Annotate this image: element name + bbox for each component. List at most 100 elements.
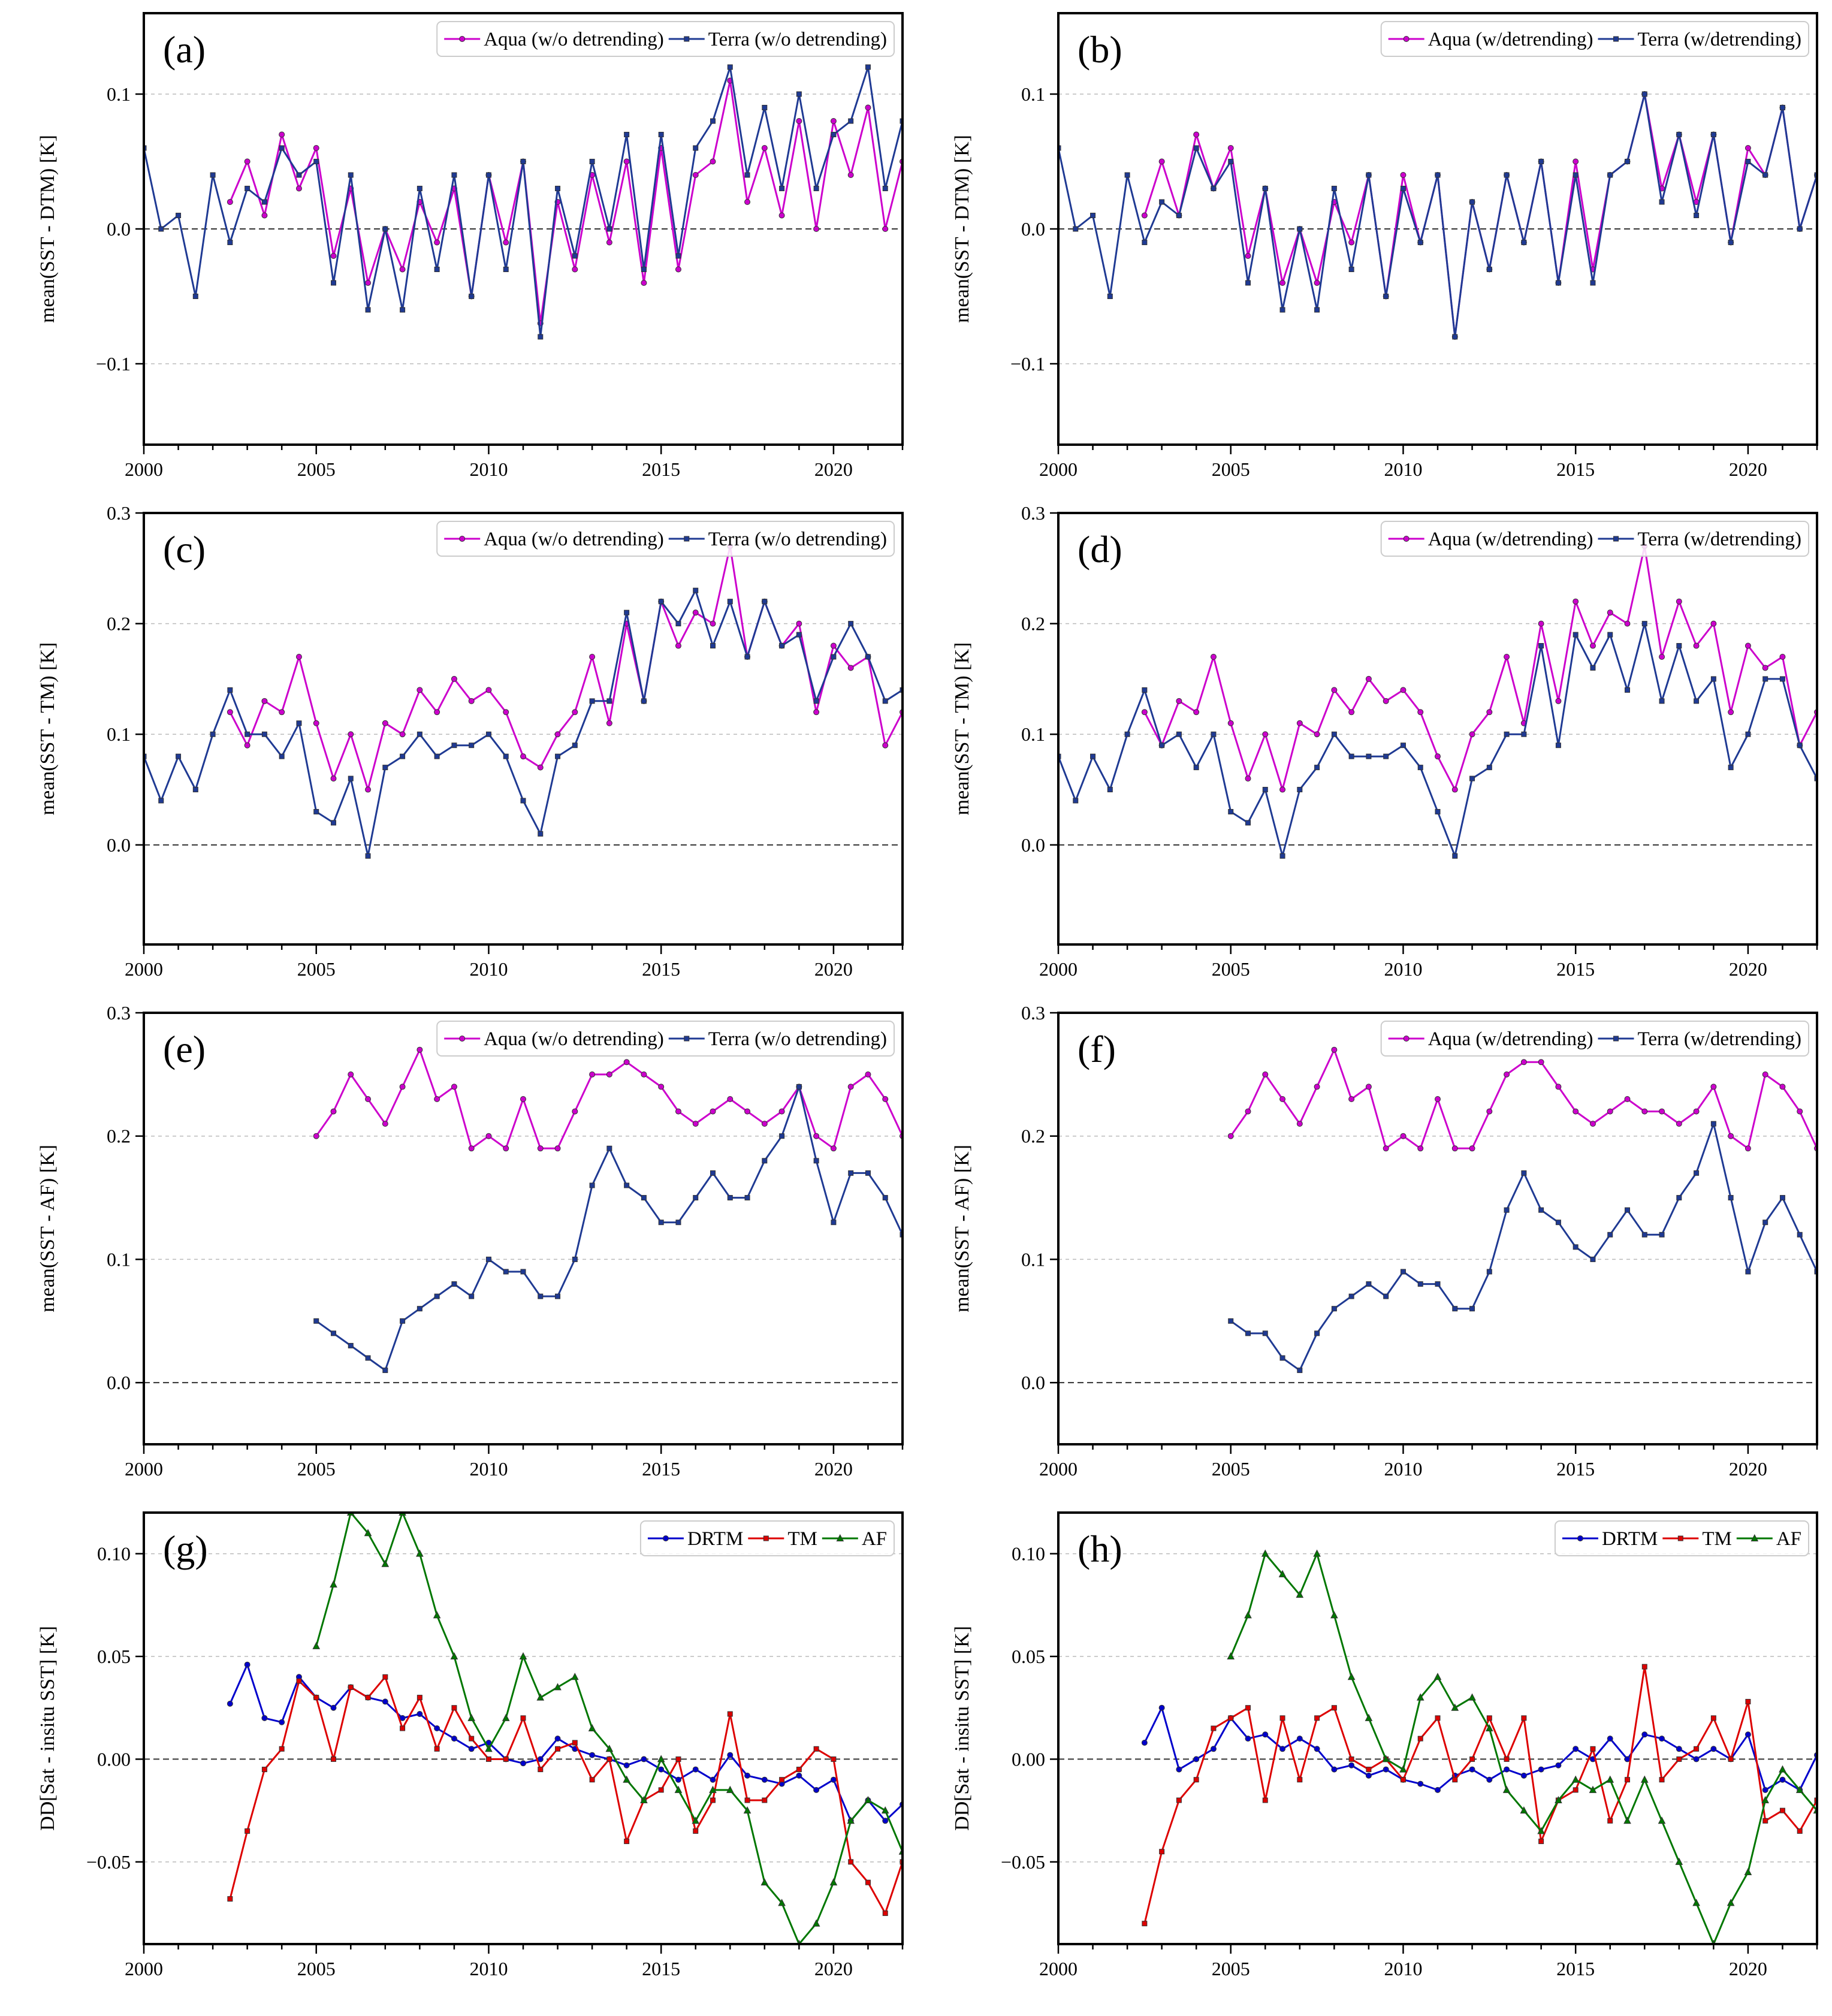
data-point (451, 675, 457, 682)
data-point (1779, 1807, 1785, 1813)
data-point (520, 1269, 526, 1275)
data-point (519, 1652, 527, 1659)
data-point (279, 131, 285, 138)
data-point (469, 294, 475, 299)
data-point (1314, 1084, 1320, 1090)
data-point (882, 1195, 888, 1201)
data-point (451, 1736, 457, 1742)
data-point (1211, 731, 1217, 737)
data-point (1728, 1756, 1734, 1762)
data-point (348, 1071, 354, 1078)
data-point (503, 709, 509, 716)
data-point (796, 1772, 802, 1779)
data-point (1278, 1570, 1287, 1577)
data-point (1779, 1195, 1785, 1201)
data-point (381, 1559, 390, 1567)
chart-panel-d: 0.0 0.1 0.2 0.3 2000 2005 2010 2015 2020 (d) mean(… (951, 502, 1818, 980)
data-point (365, 786, 372, 793)
legend-label: Aqua (w/o detrending) (484, 29, 664, 50)
data-point (1659, 1232, 1665, 1238)
data-point (1745, 145, 1751, 151)
data-point (727, 1752, 734, 1758)
data-point (210, 172, 216, 178)
series-af (1227, 1549, 1817, 1944)
data-point (1313, 1549, 1321, 1557)
legend-marker (459, 536, 466, 542)
y-tick-label: 0.2 (107, 1125, 131, 1147)
data-point (1795, 1785, 1804, 1793)
data-point (710, 643, 716, 649)
data-point (538, 1293, 544, 1299)
data-point (416, 1711, 423, 1717)
data-point (606, 239, 612, 246)
data-point (1745, 159, 1751, 164)
data-point (624, 132, 630, 137)
data-point (555, 753, 561, 759)
data-point (520, 753, 526, 760)
x-tick-label: 2010 (1384, 1958, 1422, 1979)
data-point (1694, 213, 1700, 218)
data-point (1590, 1256, 1596, 1262)
data-point (400, 753, 406, 759)
data-point (1710, 620, 1717, 627)
legend-marker (662, 1535, 669, 1541)
legend-marker (1403, 536, 1410, 542)
y-tick-label: 0.0 (1021, 1372, 1045, 1393)
y-tick-label: 0.3 (1021, 502, 1045, 524)
data-point (1417, 765, 1423, 771)
data-point (313, 159, 319, 164)
series-drtm (1141, 1704, 1817, 1793)
data-point (1366, 1281, 1372, 1287)
data-point (1141, 1740, 1148, 1746)
y-axis-label: mean(SST - AF) [K] (951, 1145, 973, 1312)
data-point (693, 587, 699, 593)
data-point (710, 158, 716, 165)
data-point (865, 64, 871, 70)
data-point (847, 172, 854, 178)
data-point (675, 253, 681, 259)
data-point (829, 1878, 838, 1886)
data-point (1538, 1207, 1544, 1213)
data-point (313, 1695, 319, 1701)
data-point (1296, 1121, 1303, 1127)
data-point (882, 742, 889, 749)
data-point (1296, 1591, 1304, 1598)
data-point (520, 1760, 526, 1767)
data-point (1624, 1096, 1631, 1102)
data-point (1624, 620, 1631, 627)
data-point (554, 1736, 561, 1742)
data-point (726, 1785, 734, 1793)
data-point (1107, 787, 1113, 793)
data-point (881, 1806, 889, 1814)
data-point (416, 1306, 422, 1312)
data-point (882, 698, 888, 704)
data-point (1745, 642, 1751, 649)
x-tick-label: 2005 (1212, 1958, 1250, 1979)
data-point (1745, 1145, 1751, 1152)
data-point (658, 1220, 664, 1226)
data-point (675, 1776, 681, 1783)
data-point (158, 798, 164, 804)
data-point (468, 1145, 475, 1152)
x-tick-label: 2020 (1729, 1458, 1767, 1480)
data-point (623, 158, 630, 165)
data-point (1676, 1121, 1682, 1127)
data-point (1142, 1921, 1148, 1927)
x-tick-label: 2015 (1556, 958, 1595, 980)
data-point (1193, 765, 1199, 771)
data-point (451, 1281, 457, 1287)
data-point (1504, 654, 1510, 660)
x-tick-label: 2000 (125, 1958, 163, 1979)
series-line (1143, 1707, 1817, 1791)
legend-label: Aqua (w/o detrending) (484, 529, 664, 550)
plot-frame (143, 1012, 904, 1445)
data-point (1659, 654, 1665, 660)
series-terra-w-o-detrending (144, 64, 903, 340)
data-point (1676, 643, 1682, 649)
data-point (779, 186, 785, 191)
data-point (1538, 1059, 1544, 1066)
data-point (1193, 709, 1200, 716)
data-point (605, 1745, 614, 1752)
data-point (244, 158, 250, 165)
data-point (658, 132, 664, 137)
